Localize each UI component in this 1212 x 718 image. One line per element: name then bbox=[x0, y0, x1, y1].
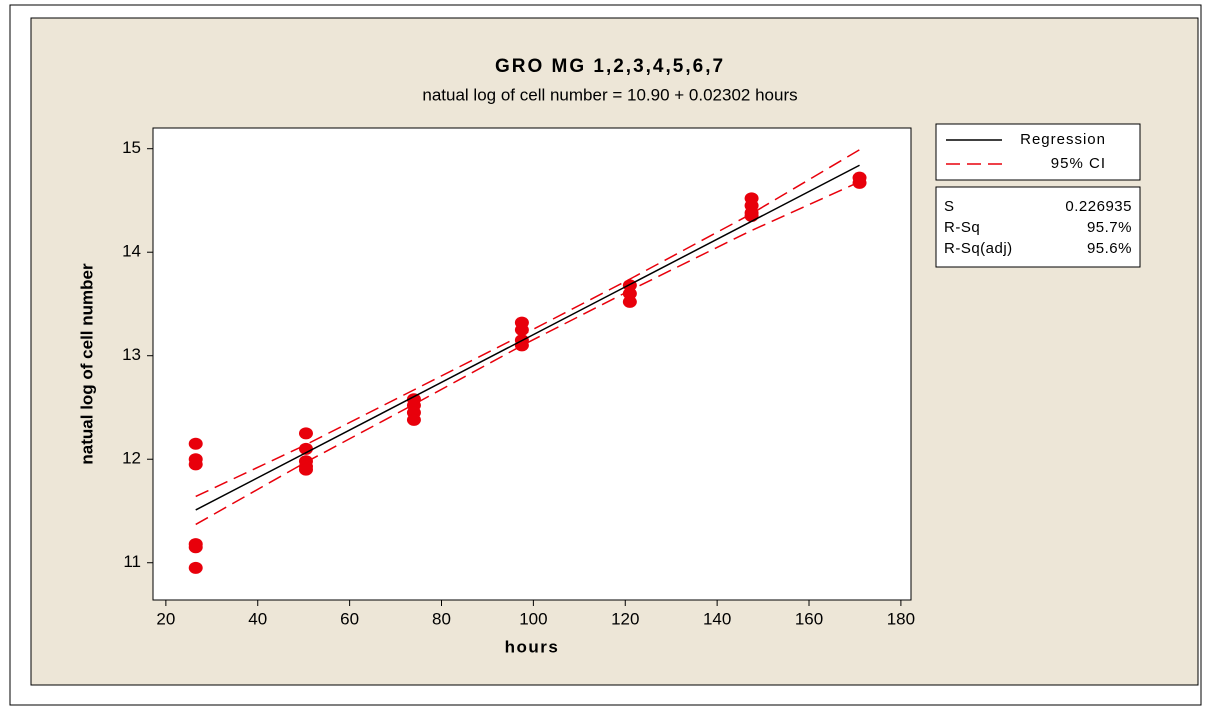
legend-label: 95% CI bbox=[1051, 155, 1106, 172]
x-tick-label: 100 bbox=[519, 609, 547, 628]
data-point bbox=[406, 413, 421, 426]
y-tick-label: 12 bbox=[122, 449, 141, 468]
data-point bbox=[188, 541, 203, 554]
chart-subtitle: natual log of cell number = 10.90 + 0.02… bbox=[422, 85, 797, 104]
x-tick-label: 60 bbox=[340, 609, 359, 628]
stat-value: 95.7% bbox=[1087, 219, 1132, 236]
data-point bbox=[852, 176, 867, 189]
data-point bbox=[298, 463, 313, 476]
data-point bbox=[188, 561, 203, 574]
legend-label: Regression bbox=[1020, 131, 1106, 148]
x-tick-label: 140 bbox=[703, 609, 731, 628]
stat-label: S bbox=[944, 198, 955, 215]
stat-value: 0.226935 bbox=[1065, 198, 1132, 215]
ci-line bbox=[195, 149, 860, 498]
x-tick-label: 20 bbox=[156, 609, 175, 628]
data-point bbox=[188, 458, 203, 471]
x-tick-label: 40 bbox=[248, 609, 267, 628]
y-axis-label: natual log of cell number bbox=[77, 263, 96, 465]
data-point bbox=[622, 295, 637, 308]
data-point bbox=[188, 437, 203, 450]
x-tick-label: 80 bbox=[432, 609, 451, 628]
data-point bbox=[622, 287, 637, 300]
stat-label: R-Sq(adj) bbox=[944, 240, 1013, 257]
regression-line bbox=[195, 164, 860, 511]
y-tick-label: 13 bbox=[122, 345, 141, 364]
x-tick-label: 160 bbox=[795, 609, 823, 628]
y-tick-label: 14 bbox=[122, 242, 141, 261]
data-point bbox=[514, 323, 529, 336]
stat-value: 95.6% bbox=[1087, 240, 1132, 257]
y-tick-label: 11 bbox=[123, 552, 141, 571]
data-point bbox=[298, 427, 313, 440]
y-tick-label: 15 bbox=[122, 138, 141, 157]
x-tick-label: 180 bbox=[887, 609, 915, 628]
x-axis-label: hours bbox=[505, 637, 560, 656]
stat-label: R-Sq bbox=[944, 219, 980, 236]
x-tick-label: 120 bbox=[611, 609, 639, 628]
stats-box bbox=[935, 186, 1141, 268]
plot-area bbox=[152, 127, 912, 601]
chart-title: GRO MG 1,2,3,4,5,6,7 bbox=[495, 56, 725, 77]
legend bbox=[935, 123, 1141, 181]
